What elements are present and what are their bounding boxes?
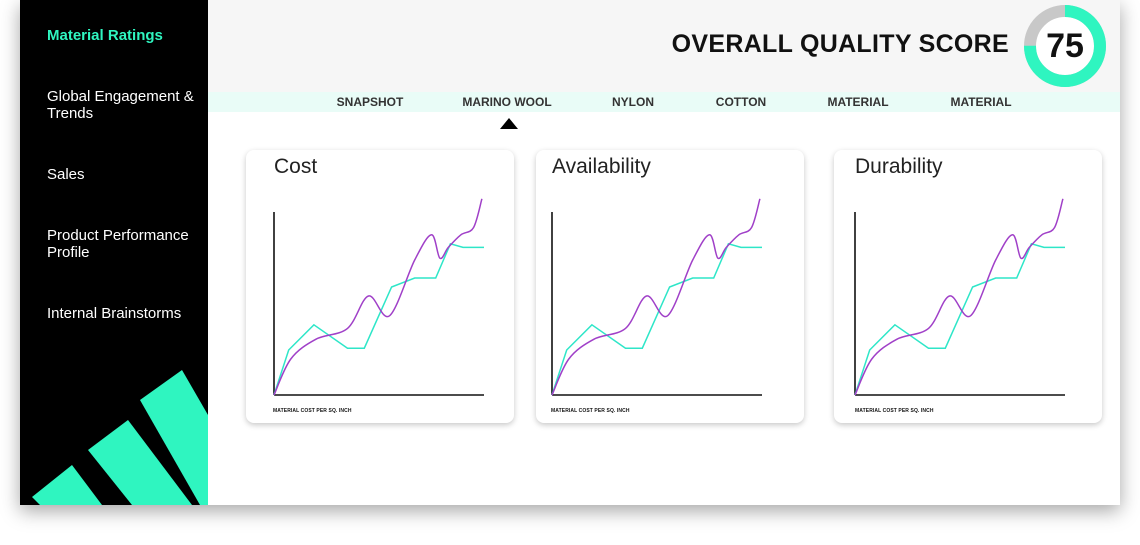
x-axis-label: MATERIAL COST PER SQ. INCH bbox=[855, 408, 934, 414]
active-tab-indicator bbox=[500, 118, 518, 129]
header: OVERALL QUALITY SCORE 75 bbox=[208, 0, 1120, 92]
sidebar-item-sales[interactable]: Sales bbox=[47, 166, 85, 183]
chart-card-cost: Cost MATERIAL COST PER SQ. INCH bbox=[246, 150, 514, 423]
tab-material-2[interactable]: MATERIAL bbox=[950, 95, 1012, 109]
card-title: Durability bbox=[855, 155, 943, 178]
tab-nylon[interactable]: NYLON bbox=[612, 95, 654, 109]
sidebar-item-global-engagement[interactable]: Global Engagement & Trends bbox=[47, 88, 194, 122]
x-axis-label: MATERIAL COST PER SQ. INCH bbox=[551, 408, 630, 414]
sidebar: Material Ratings Global Engagement & Tre… bbox=[20, 0, 208, 505]
series-line-1 bbox=[854, 242, 1065, 396]
tab-snapshot[interactable]: SNAPSHOT bbox=[336, 95, 404, 109]
chart-plot bbox=[854, 198, 1065, 396]
app-window: Material Ratings Global Engagement & Tre… bbox=[20, 0, 1120, 505]
series-line-2 bbox=[854, 198, 1064, 396]
overall-score-title: OVERALL QUALITY SCORE bbox=[671, 30, 1009, 58]
chart-card-availability: Availability MATERIAL COST PER SQ. INCH bbox=[536, 150, 804, 423]
sidebar-item-material-ratings[interactable]: Material Ratings bbox=[47, 27, 163, 44]
series-line-1 bbox=[273, 242, 484, 396]
series-line-1 bbox=[551, 242, 762, 396]
score-progress-arc bbox=[1024, 5, 1106, 87]
card-title: Cost bbox=[274, 155, 318, 178]
card-title: Availability bbox=[552, 155, 651, 178]
brand-stripes-logo bbox=[32, 370, 208, 505]
score-ring-gauge: 75 bbox=[1022, 3, 1108, 89]
score-value: 75 bbox=[1046, 26, 1084, 65]
chart-plot bbox=[551, 198, 762, 396]
x-axis-label: MATERIAL COST PER SQ. INCH bbox=[273, 408, 352, 414]
chart-card-durability: Durability MATERIAL COST PER SQ. INCH bbox=[834, 150, 1102, 423]
series-line-2 bbox=[273, 198, 483, 396]
chart-plot bbox=[273, 198, 484, 396]
tab-marino-wool[interactable]: MARINO WOOL bbox=[462, 95, 552, 109]
tab-cotton[interactable]: COTTON bbox=[715, 95, 767, 109]
tab-material-1[interactable]: MATERIAL bbox=[827, 95, 889, 109]
series-line-2 bbox=[551, 198, 761, 396]
sidebar-item-product-performance[interactable]: Product Performance Profile bbox=[47, 227, 189, 261]
material-tabs: SNAPSHOT MARINO WOOL NYLON COTTON MATERI… bbox=[208, 92, 1120, 112]
sidebar-item-internal-brainstorms[interactable]: Internal Brainstorms bbox=[47, 305, 182, 322]
